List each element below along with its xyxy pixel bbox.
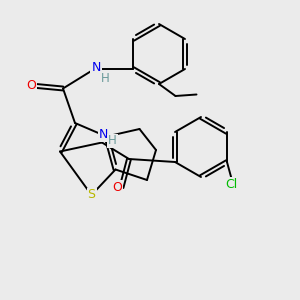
Text: H: H [108, 134, 117, 148]
Text: Cl: Cl [225, 178, 238, 191]
Text: N: N [91, 61, 101, 74]
Text: H: H [100, 71, 109, 85]
Text: O: O [112, 181, 122, 194]
Text: N: N [99, 128, 108, 141]
Text: S: S [88, 188, 95, 202]
Text: O: O [27, 79, 36, 92]
